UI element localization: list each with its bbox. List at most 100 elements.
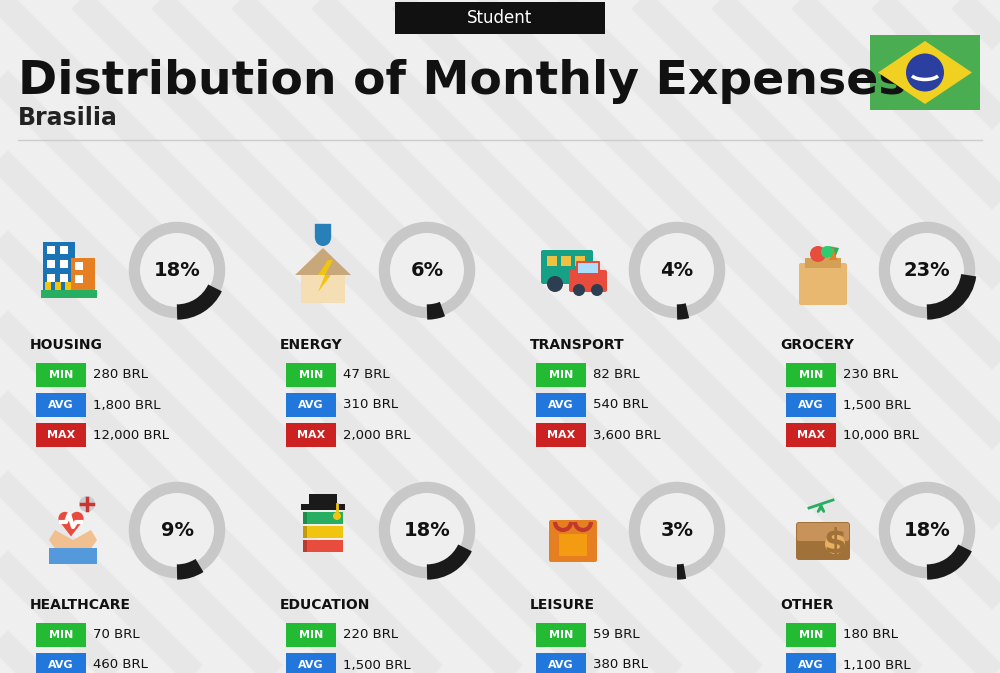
Text: 10,000 BRL: 10,000 BRL <box>843 429 919 441</box>
Text: 59 BRL: 59 BRL <box>593 629 640 641</box>
Text: AVG: AVG <box>798 660 824 670</box>
Text: AVG: AVG <box>798 400 824 410</box>
FancyBboxPatch shape <box>303 526 343 538</box>
Text: 460 BRL: 460 BRL <box>93 658 148 672</box>
FancyBboxPatch shape <box>286 363 336 387</box>
Text: 1,800 BRL: 1,800 BRL <box>93 398 160 411</box>
Text: 540 BRL: 540 BRL <box>593 398 648 411</box>
FancyBboxPatch shape <box>303 526 307 538</box>
FancyBboxPatch shape <box>43 242 75 290</box>
Text: MIN: MIN <box>299 630 323 640</box>
FancyBboxPatch shape <box>536 623 586 647</box>
Polygon shape <box>828 246 839 258</box>
Text: Student: Student <box>467 9 533 27</box>
Text: EDUCATION: EDUCATION <box>280 598 370 612</box>
FancyBboxPatch shape <box>303 540 343 552</box>
Circle shape <box>58 511 72 525</box>
Circle shape <box>390 493 464 567</box>
FancyBboxPatch shape <box>49 548 97 564</box>
FancyBboxPatch shape <box>536 653 586 673</box>
FancyBboxPatch shape <box>561 256 571 266</box>
Text: 6%: 6% <box>410 260 444 279</box>
FancyBboxPatch shape <box>65 282 71 290</box>
FancyBboxPatch shape <box>576 261 600 275</box>
Polygon shape <box>829 246 837 260</box>
FancyBboxPatch shape <box>36 623 86 647</box>
Text: HOUSING: HOUSING <box>30 338 103 352</box>
FancyBboxPatch shape <box>799 263 847 305</box>
FancyBboxPatch shape <box>309 494 337 506</box>
Text: MIN: MIN <box>299 370 323 380</box>
FancyBboxPatch shape <box>47 246 55 254</box>
FancyBboxPatch shape <box>547 256 557 266</box>
Circle shape <box>591 284 603 296</box>
Text: AVG: AVG <box>48 400 74 410</box>
FancyBboxPatch shape <box>47 260 55 268</box>
Text: 47 BRL: 47 BRL <box>343 369 390 382</box>
Text: ENERGY: ENERGY <box>280 338 343 352</box>
Text: MIN: MIN <box>49 630 73 640</box>
FancyBboxPatch shape <box>36 363 86 387</box>
Text: TRANSPORT: TRANSPORT <box>530 338 625 352</box>
Circle shape <box>640 493 714 567</box>
Text: 4%: 4% <box>660 260 694 279</box>
Text: 180 BRL: 180 BRL <box>843 629 898 641</box>
Polygon shape <box>878 41 972 104</box>
FancyBboxPatch shape <box>536 363 586 387</box>
Text: MIN: MIN <box>549 630 573 640</box>
FancyBboxPatch shape <box>395 2 605 34</box>
FancyBboxPatch shape <box>578 263 598 273</box>
FancyBboxPatch shape <box>301 275 345 303</box>
FancyBboxPatch shape <box>36 653 86 673</box>
Text: Brasilia: Brasilia <box>18 106 118 130</box>
Circle shape <box>79 496 95 512</box>
FancyBboxPatch shape <box>303 540 307 552</box>
FancyBboxPatch shape <box>786 653 836 673</box>
FancyBboxPatch shape <box>541 250 593 284</box>
Text: 70 BRL: 70 BRL <box>93 629 140 641</box>
Text: LEISURE: LEISURE <box>530 598 595 612</box>
Polygon shape <box>49 530 97 560</box>
FancyBboxPatch shape <box>55 282 61 290</box>
Text: 1,500 BRL: 1,500 BRL <box>343 658 411 672</box>
Circle shape <box>890 493 964 567</box>
Text: $: $ <box>823 528 847 561</box>
Polygon shape <box>295 248 351 275</box>
Text: AVG: AVG <box>48 660 74 670</box>
FancyBboxPatch shape <box>786 393 836 417</box>
Text: 2,000 BRL: 2,000 BRL <box>343 429 411 441</box>
Text: 9%: 9% <box>160 520 194 540</box>
Circle shape <box>890 233 964 307</box>
FancyBboxPatch shape <box>559 534 587 556</box>
FancyBboxPatch shape <box>303 512 343 524</box>
FancyBboxPatch shape <box>797 523 849 541</box>
Text: OTHER: OTHER <box>780 598 833 612</box>
FancyBboxPatch shape <box>60 274 68 282</box>
Circle shape <box>573 276 589 292</box>
FancyBboxPatch shape <box>36 393 86 417</box>
Text: MAX: MAX <box>297 430 325 440</box>
Text: 280 BRL: 280 BRL <box>93 369 148 382</box>
Text: MAX: MAX <box>547 430 575 440</box>
Text: AVG: AVG <box>298 660 324 670</box>
Circle shape <box>140 233 214 307</box>
Text: 3%: 3% <box>660 520 694 540</box>
Circle shape <box>821 246 833 258</box>
Circle shape <box>906 53 944 92</box>
Text: 380 BRL: 380 BRL <box>593 658 648 672</box>
Polygon shape <box>813 248 825 258</box>
Circle shape <box>640 233 714 307</box>
Text: AVG: AVG <box>298 400 324 410</box>
Text: 1,100 BRL: 1,100 BRL <box>843 658 911 672</box>
FancyBboxPatch shape <box>71 258 95 290</box>
FancyBboxPatch shape <box>569 270 607 292</box>
Text: MIN: MIN <box>799 630 823 640</box>
FancyBboxPatch shape <box>286 653 336 673</box>
Text: HEALTHCARE: HEALTHCARE <box>30 598 131 612</box>
FancyBboxPatch shape <box>870 35 980 110</box>
Text: 1,500 BRL: 1,500 BRL <box>843 398 911 411</box>
FancyBboxPatch shape <box>45 282 51 290</box>
Text: 82 BRL: 82 BRL <box>593 369 640 382</box>
FancyBboxPatch shape <box>303 512 307 524</box>
FancyBboxPatch shape <box>75 262 83 270</box>
